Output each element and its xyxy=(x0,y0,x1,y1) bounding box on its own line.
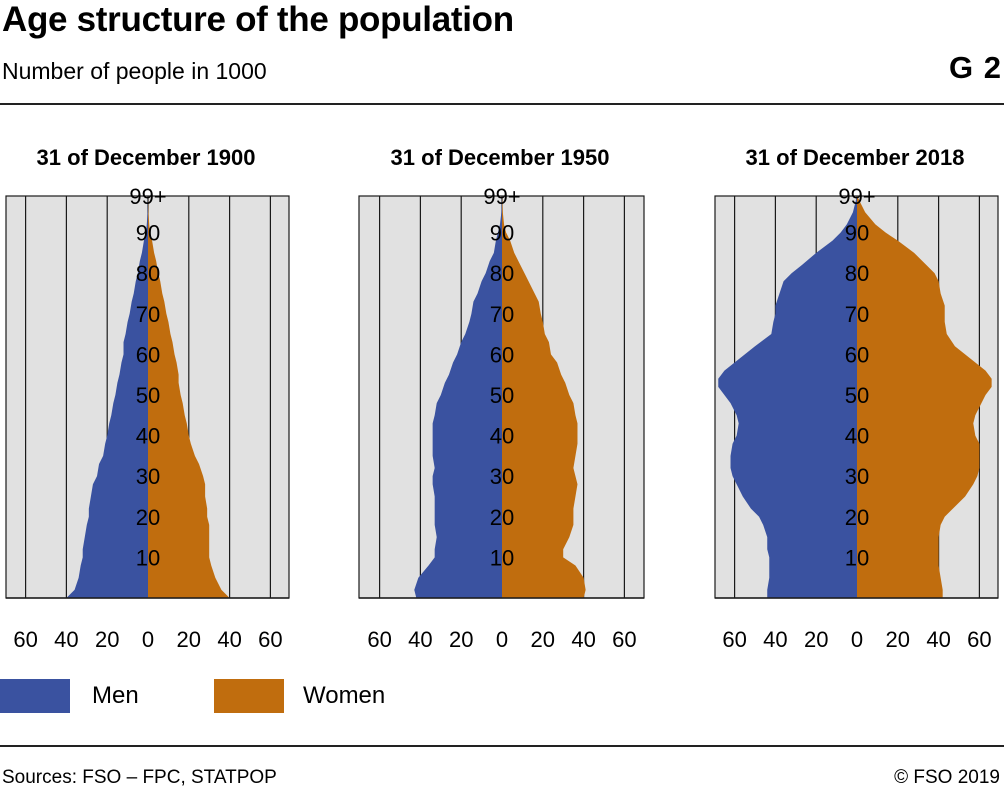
age-label: 40 xyxy=(490,424,514,449)
age-label: 10 xyxy=(136,545,160,570)
age-label: 40 xyxy=(136,424,160,449)
age-label: 60 xyxy=(136,342,160,367)
chart-subtitle: Number of people in 1000 xyxy=(2,58,267,84)
legend-swatch-men xyxy=(0,679,70,713)
x-tick-label: 60 xyxy=(722,627,746,652)
pyramid-charts: 31 of December 1900 10 20 30 40 50 60 70 80 90 99+… xyxy=(5,145,999,652)
pyramid-panel-2: 31 of December 1950 10 20 30 40 50 60 70 80 90 99+… xyxy=(358,145,645,652)
legend-swatch-women xyxy=(214,679,284,713)
age-label: 30 xyxy=(136,464,160,489)
x-tick-label: 40 xyxy=(408,627,432,652)
x-tick-label: 60 xyxy=(967,627,991,652)
panel-title: 31 of December 1950 xyxy=(391,145,610,170)
age-label: 50 xyxy=(845,383,869,408)
x-tick-label: 40 xyxy=(763,627,787,652)
x-tick-label: 20 xyxy=(886,627,910,652)
age-label: 60 xyxy=(845,342,869,367)
series-men-area xyxy=(66,196,148,598)
age-label: 80 xyxy=(490,261,514,286)
x-tick-label: 40 xyxy=(571,627,595,652)
top-divider xyxy=(0,103,1004,105)
age-label: 70 xyxy=(490,302,514,327)
x-tick-label: 40 xyxy=(54,627,78,652)
x-tick-label: 40 xyxy=(217,627,241,652)
series-men-area xyxy=(718,196,857,598)
age-label: 99+ xyxy=(129,184,166,209)
age-label: 90 xyxy=(136,221,160,246)
age-label: 10 xyxy=(490,545,514,570)
age-label: 80 xyxy=(845,261,869,286)
age-label: 20 xyxy=(845,505,869,530)
age-label: 30 xyxy=(490,464,514,489)
chart-title: Age structure of the population xyxy=(2,0,514,39)
age-label: 70 xyxy=(136,302,160,327)
copyright-note: © FSO 2019 xyxy=(894,767,1000,788)
age-label: 50 xyxy=(490,383,514,408)
age-label: 99+ xyxy=(838,184,875,209)
age-label: 60 xyxy=(490,342,514,367)
x-tick-label: 60 xyxy=(13,627,37,652)
age-label: 30 xyxy=(845,464,869,489)
x-tick-label: 20 xyxy=(177,627,201,652)
age-label: 80 xyxy=(136,261,160,286)
x-tick-label: 0 xyxy=(142,627,154,652)
x-tick-label: 0 xyxy=(851,627,863,652)
x-tick-label: 40 xyxy=(926,627,950,652)
x-tick-label: 60 xyxy=(367,627,391,652)
panel-title: 31 of December 2018 xyxy=(746,145,965,170)
age-label: 40 xyxy=(845,424,869,449)
x-tick-label: 0 xyxy=(496,627,508,652)
series-men-area xyxy=(414,196,502,598)
x-tick-label: 60 xyxy=(258,627,282,652)
x-tick-label: 20 xyxy=(95,627,119,652)
age-label: 20 xyxy=(490,505,514,530)
age-label: 90 xyxy=(845,221,869,246)
series-women-area xyxy=(148,196,230,598)
panel-title: 31 of December 1900 xyxy=(37,145,256,170)
x-tick-label: 60 xyxy=(612,627,636,652)
legend-label-women: Women xyxy=(303,682,386,709)
age-label: 20 xyxy=(136,505,160,530)
x-tick-label: 20 xyxy=(804,627,828,652)
age-label: 70 xyxy=(845,302,869,327)
x-tick-label: 20 xyxy=(531,627,555,652)
pyramid-panel-3: 31 of December 2018 10 20 30 40 50 60 70 80 90 99+… xyxy=(714,145,999,652)
bottom-divider xyxy=(0,745,1004,747)
age-label: 99+ xyxy=(483,184,520,209)
age-label: 90 xyxy=(490,221,514,246)
sources-note: Sources: FSO – FPC, STATPOP xyxy=(2,767,277,788)
series-women-area xyxy=(857,196,992,598)
figure-code: G 2 xyxy=(949,50,1002,85)
legend-label-men: Men xyxy=(92,682,139,709)
series-women-area xyxy=(502,196,586,598)
x-tick-label: 20 xyxy=(449,627,473,652)
pyramid-panel-1: 31 of December 1900 10 20 30 40 50 60 70 80 90 99+… xyxy=(5,145,290,652)
age-label: 10 xyxy=(845,545,869,570)
age-label: 50 xyxy=(136,383,160,408)
